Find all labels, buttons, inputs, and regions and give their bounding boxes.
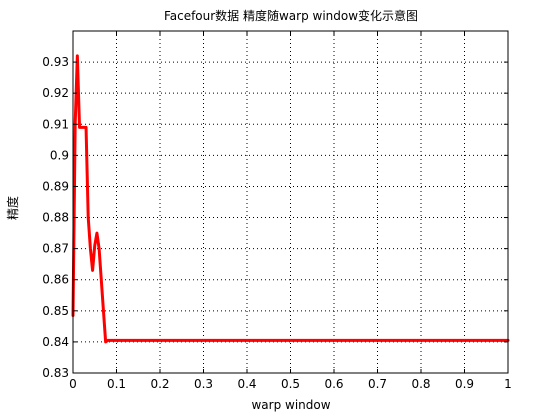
x-tick-label: 0.8: [411, 377, 430, 391]
x-tick-label: 0.1: [107, 377, 126, 391]
y-tick-label: 0.91: [42, 117, 69, 131]
x-tick-label: 0.2: [150, 377, 169, 391]
y-axis-label: 精度: [5, 196, 20, 220]
x-tick-label: 1: [504, 377, 512, 391]
x-tick-label: 0.9: [455, 377, 474, 391]
x-axis-label: warp window: [251, 398, 330, 412]
plot-area: [73, 31, 508, 373]
y-tick-label: 0.92: [42, 86, 69, 100]
data-series: [71, 54, 510, 344]
x-tick-label: 0.3: [194, 377, 213, 391]
x-tick-label: 0.5: [281, 377, 300, 391]
x-tick-label: 0.6: [324, 377, 343, 391]
y-tick-label: 0.86: [42, 273, 69, 287]
x-tick-label: 0.4: [237, 377, 256, 391]
x-tick-labels: 0 0.1 0.2 0.3 0.4 0.5 0.6 0.7 0.8 0.9 1: [69, 377, 512, 391]
y-tick-labels: 0.83 0.84 0.85 0.86 0.87 0.88 0.89 0.9 0.91 0.92 0…: [42, 55, 69, 380]
y-tick-label: 0.88: [42, 211, 69, 225]
axis-ticks: [72, 31, 509, 374]
y-tick-label: 0.9: [50, 148, 69, 162]
x-tick-label: 0: [69, 377, 77, 391]
y-tick-label: 0.85: [42, 304, 69, 318]
grid-lines: [73, 31, 508, 374]
x-tick-label: 0.7: [368, 377, 387, 391]
y-tick-label: 0.89: [42, 179, 69, 193]
chart-title: Facefour数据 精度随warp window变化示意图: [164, 8, 418, 23]
series-line: [71, 54, 510, 344]
y-tick-label: 0.84: [42, 335, 69, 349]
y-tick-label: 0.83: [42, 366, 69, 380]
y-tick-label: 0.93: [42, 55, 69, 69]
y-tick-label: 0.87: [42, 242, 69, 256]
